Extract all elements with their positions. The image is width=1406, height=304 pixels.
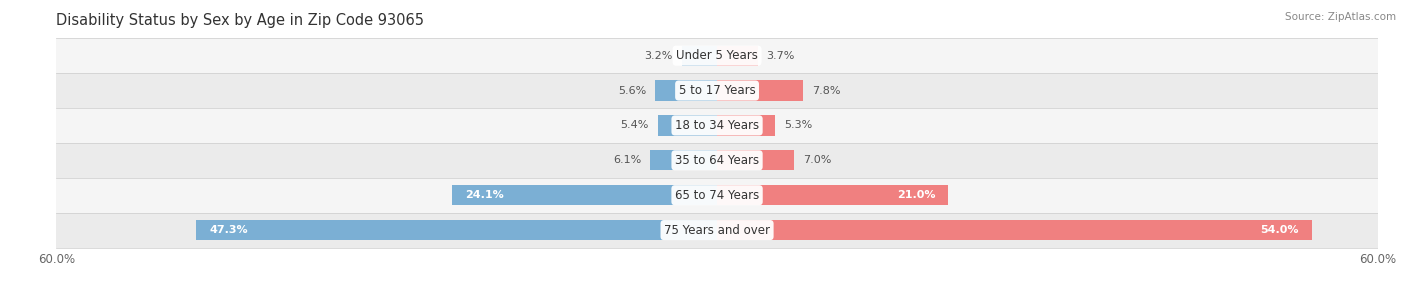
Bar	[56, 38, 1378, 73]
Bar	[56, 213, 1378, 247]
Bar	[56, 108, 1378, 143]
Text: 54.0%: 54.0%	[1260, 225, 1299, 235]
Text: 5.3%: 5.3%	[785, 120, 813, 130]
Bar	[655, 81, 717, 101]
Text: 65 to 74 Years: 65 to 74 Years	[675, 189, 759, 202]
Text: 18 to 34 Years: 18 to 34 Years	[675, 119, 759, 132]
Bar	[717, 81, 803, 101]
Text: 5.4%: 5.4%	[620, 120, 648, 130]
Bar	[717, 150, 794, 171]
Text: 7.8%: 7.8%	[811, 85, 841, 95]
Text: 7.0%: 7.0%	[803, 155, 831, 165]
Bar	[195, 220, 717, 240]
Text: 35 to 64 Years: 35 to 64 Years	[675, 154, 759, 167]
Bar	[717, 115, 776, 136]
Bar	[717, 46, 758, 66]
Bar	[717, 185, 948, 205]
Text: 24.1%: 24.1%	[465, 190, 503, 200]
Text: 5 to 17 Years: 5 to 17 Years	[679, 84, 755, 97]
Bar	[717, 220, 1312, 240]
Bar	[56, 73, 1378, 108]
Text: Source: ZipAtlas.com: Source: ZipAtlas.com	[1285, 12, 1396, 22]
Text: 5.6%: 5.6%	[619, 85, 647, 95]
Legend: Male, Female: Male, Female	[657, 302, 778, 304]
Text: 75 Years and over: 75 Years and over	[664, 224, 770, 237]
Text: 47.3%: 47.3%	[209, 225, 247, 235]
Bar	[682, 46, 717, 66]
Bar	[56, 143, 1378, 178]
Bar	[56, 178, 1378, 213]
Text: 3.7%: 3.7%	[766, 51, 794, 61]
Text: Disability Status by Sex by Age in Zip Code 93065: Disability Status by Sex by Age in Zip C…	[56, 13, 425, 28]
Text: 3.2%: 3.2%	[644, 51, 673, 61]
Bar	[658, 115, 717, 136]
Bar	[650, 150, 717, 171]
Bar	[451, 185, 717, 205]
Text: 6.1%: 6.1%	[613, 155, 641, 165]
Text: Under 5 Years: Under 5 Years	[676, 49, 758, 62]
Text: 21.0%: 21.0%	[897, 190, 935, 200]
